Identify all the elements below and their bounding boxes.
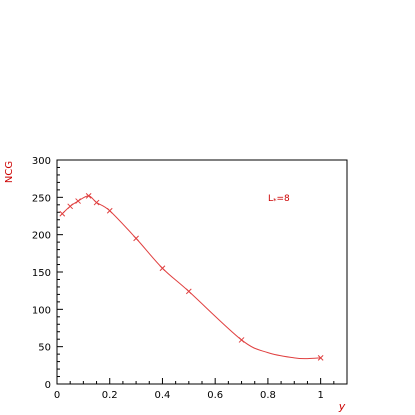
data-point [106,207,113,214]
annotation-main: L [268,194,273,204]
data-point [185,288,192,295]
y-tick-label: 0 [45,380,51,391]
svg-text:L*=8: L*=8 [268,194,290,205]
x-tick-label: 0.4 [155,390,171,401]
data-point [133,235,139,242]
x-tick-label: 0.8 [260,390,276,401]
data-markers [59,192,324,361]
fitted-curve [61,195,321,360]
x-axis-label: y [338,400,346,413]
data-point [93,199,100,206]
data-point [238,337,245,343]
y-axis-label: NCG [4,161,15,183]
x-axis: 0 0.2 0.4 0.6 0.8 1 [54,378,348,401]
y-tick-label: 100 [32,305,51,316]
data-point [75,198,81,204]
data-point [59,210,66,217]
y-tick-label: 50 [38,343,51,354]
y-tick-label: 150 [32,268,51,279]
data-point [317,355,324,361]
x-tick-label: 0.2 [102,390,118,401]
x-tick-label: 0.6 [207,390,223,401]
annotation-subscript: * [273,197,277,205]
x-tick-label: 1 [317,390,323,401]
y-tick-label: 300 [32,156,51,167]
data-point [85,192,92,199]
annotation-label: L*=8 [268,194,290,205]
y-axis: 0 50 100 150 200 250 300 [32,156,63,391]
y-tick-label: 250 [32,193,51,204]
annotation-suffix: =8 [277,194,291,204]
y-tick-label: 200 [32,231,51,242]
plot-frame [56,159,348,385]
x-tick-label: 0 [54,390,60,401]
data-point [67,203,74,210]
data-point [159,265,166,272]
